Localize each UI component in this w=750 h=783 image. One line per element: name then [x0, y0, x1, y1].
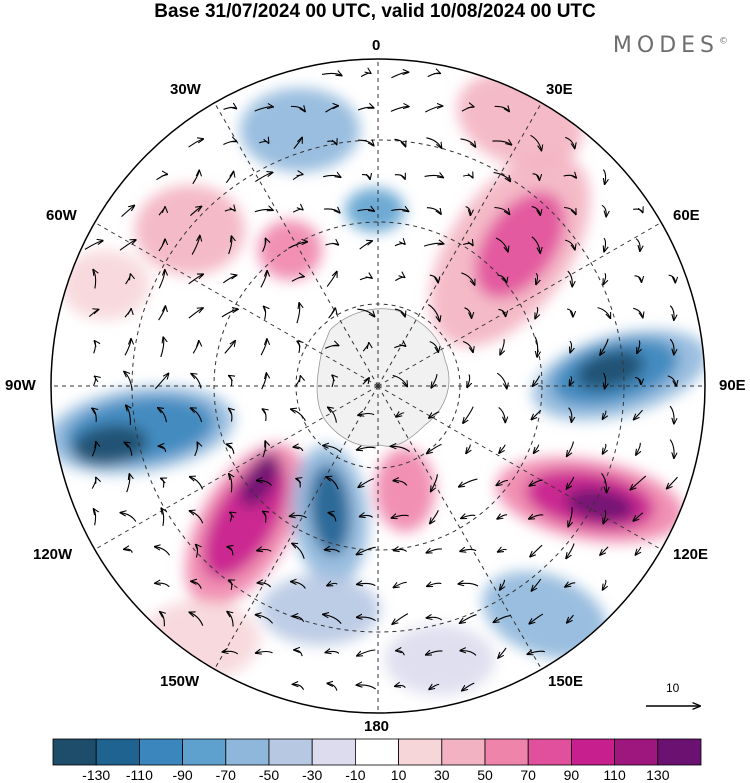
colorbar-swatch [441, 738, 486, 766]
lon-label-90e: 90E [719, 377, 746, 394]
colorbar-tick-label: 30 [434, 767, 450, 783]
colorbar-tick-label: 130 [646, 767, 670, 783]
lon-label-0: 0 [372, 37, 381, 54]
lon-label-60e: 60E [673, 207, 700, 224]
colorbar-swatch [354, 738, 399, 766]
colorbar-swatch [95, 738, 140, 766]
lon-label-150w: 150W [160, 673, 200, 690]
colorbar-tick-label: -90 [172, 767, 193, 783]
colorbar-tick-label: 90 [563, 767, 580, 783]
lon-label-90w: 90W [5, 377, 36, 394]
colorbar-tick-label: 110 [603, 767, 626, 783]
map-title: Base 31/07/2024 00 UTC, valid 10/08/2024… [154, 1, 596, 22]
colorbar-tick-label: -50 [258, 767, 280, 783]
colorbar-swatch [398, 738, 443, 766]
copyright-mark: © [719, 36, 728, 47]
colorbar-swatch [614, 738, 659, 766]
colorbar-tick-label: 70 [520, 767, 536, 783]
reference-vector-label: 10 [666, 681, 680, 695]
colorbar-tick-label: -70 [215, 767, 236, 783]
lon-label-120w: 120W [33, 546, 73, 563]
colorbar-swatch [484, 738, 529, 766]
graticule [51, 59, 705, 713]
lon-label-150e: 150E [548, 673, 584, 690]
colorbar-tick-label: 50 [477, 767, 493, 783]
colorbar-swatch [657, 738, 702, 766]
lon-label-60w: 60W [46, 207, 77, 224]
colorbar-swatch [182, 738, 227, 766]
colorbar-swatch [527, 738, 572, 766]
colorbar-tick-label: -130 [82, 767, 111, 783]
anomaly-field [51, 72, 705, 695]
lon-label-180: 180 [364, 718, 390, 735]
colorbar-tick-label: -30 [302, 767, 323, 783]
brand-name: MODES [612, 33, 719, 58]
colorbar-swatch [52, 738, 97, 766]
colorbar-swatch [311, 738, 356, 766]
colorbar-swatch [571, 738, 616, 766]
lon-label-30e: 30E [546, 81, 573, 98]
colorbar [52, 738, 702, 766]
colorbar-tick-label: -110 [125, 767, 153, 783]
colorbar-swatch [268, 738, 313, 766]
colorbar-tick-label: 10 [390, 767, 407, 783]
lon-label-30w: 30W [170, 81, 201, 98]
colorbar-tick-label: -10 [345, 767, 366, 783]
colorbar-swatch [225, 738, 270, 766]
modes-logo: MODES© [613, 33, 728, 58]
colorbar-swatch [138, 738, 183, 766]
wind-vectors [84, 72, 678, 691]
lon-label-120e: 120E [673, 546, 709, 563]
map-boundary [50, 58, 706, 714]
